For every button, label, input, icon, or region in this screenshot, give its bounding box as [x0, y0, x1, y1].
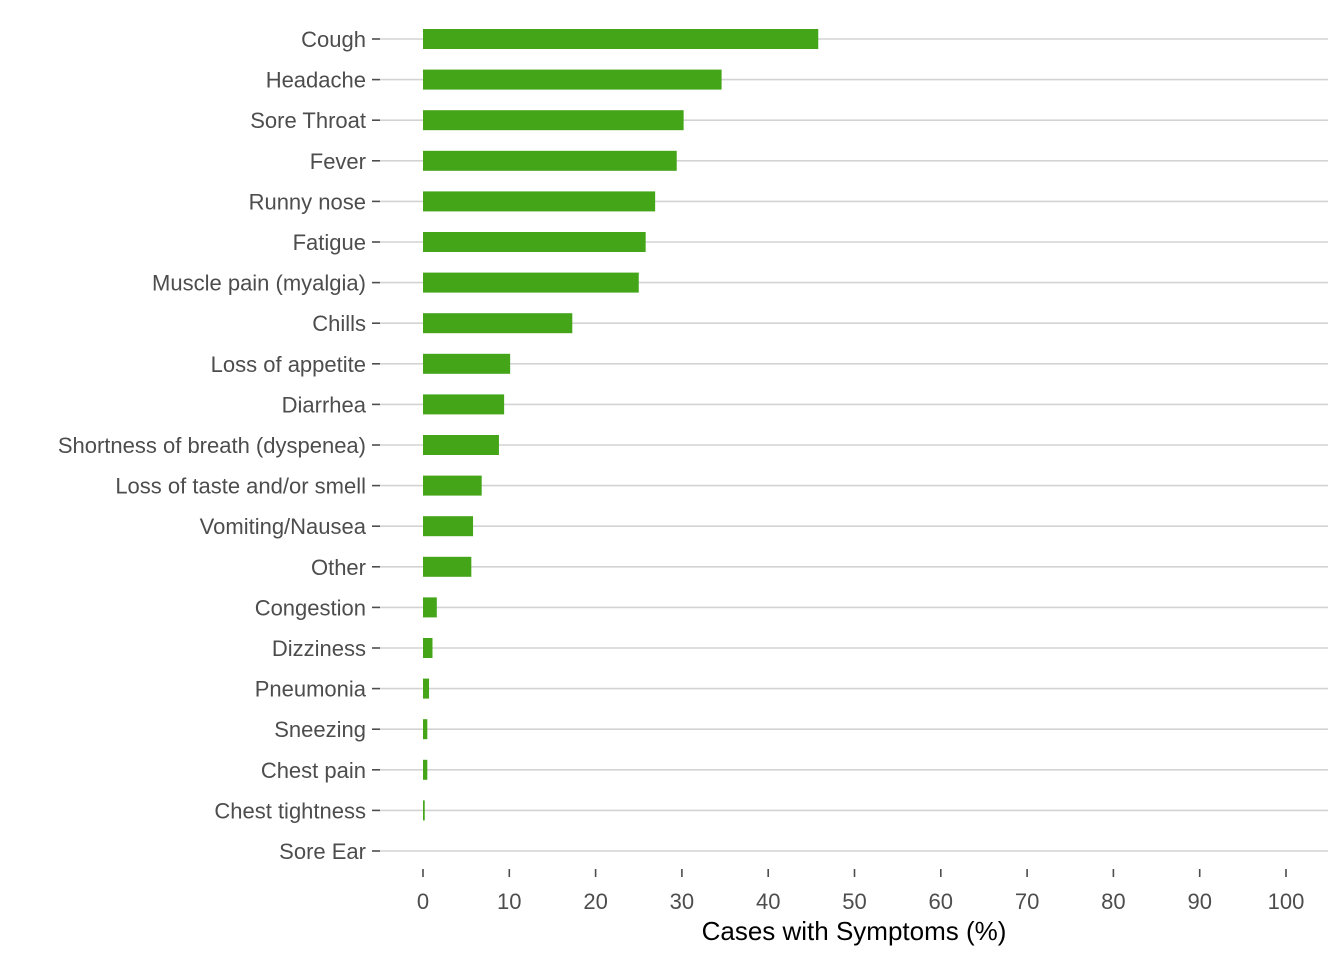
- category-labels: Cough Headache Sore Throat Fever Runny nose F…: [58, 27, 380, 864]
- category-label-cough: Cough: [301, 27, 366, 52]
- category-label-diarrhea: Diarrhea: [282, 392, 367, 417]
- bar-shortness-of-breath-dyspenea: [423, 435, 499, 455]
- category-label-vomiting-nausea: Vomiting/Nausea: [200, 514, 367, 539]
- bar-dizziness: [423, 638, 433, 658]
- bar-fatigue: [423, 232, 646, 252]
- x-tick-label-10: 10: [497, 889, 521, 914]
- bar-runny-nose: [423, 191, 656, 212]
- bar-chills: [423, 313, 573, 334]
- category-label-runny-nose: Runny nose: [249, 189, 366, 214]
- x-tick-label-40: 40: [756, 889, 780, 914]
- category-label-sore-ear: Sore Ear: [279, 839, 366, 864]
- category-label-fatigue: Fatigue: [293, 230, 366, 255]
- bar-cough: [423, 29, 819, 49]
- bar-diarrhea: [423, 394, 505, 415]
- bar-sore-throat: [423, 110, 684, 131]
- x-tick-label-50: 50: [842, 889, 866, 914]
- x-tick-label-20: 20: [583, 889, 607, 914]
- bar-sneezing: [423, 719, 428, 740]
- category-label-loss-of-appetite: Loss of appetite: [211, 352, 366, 377]
- bars: [423, 29, 819, 821]
- x-axis-ticks: 0 10 20 30 40 50 60 70 80 90 100: [417, 869, 1304, 914]
- bar-fever: [423, 150, 677, 171]
- category-label-chills: Chills: [312, 311, 366, 336]
- category-label-other: Other: [311, 555, 366, 580]
- category-label-shortness-of-breath-dyspenea: Shortness of breath (dyspenea): [58, 433, 366, 458]
- bar-congestion: [423, 597, 437, 618]
- category-label-headache: Headache: [266, 68, 366, 93]
- x-tick-label-60: 60: [929, 889, 953, 914]
- bar-pneumonia: [423, 678, 430, 699]
- x-tick-label-90: 90: [1187, 889, 1211, 914]
- bar-chest-tightness: [423, 800, 425, 821]
- x-tick-label-80: 80: [1101, 889, 1125, 914]
- bar-chest-pain: [423, 759, 428, 780]
- category-label-chest-tightness: Chest tightness: [214, 798, 366, 823]
- x-tick-label-70: 70: [1015, 889, 1039, 914]
- category-label-pneumonia: Pneumonia: [255, 677, 367, 702]
- x-tick-label-100: 100: [1268, 889, 1305, 914]
- bar-loss-of-appetite: [423, 353, 511, 374]
- x-axis-title: Cases with Symptoms (%): [702, 916, 1007, 946]
- x-tick-label-0: 0: [417, 889, 429, 914]
- x-tick-label-30: 30: [670, 889, 694, 914]
- category-label-congestion: Congestion: [255, 595, 366, 620]
- bar-muscle-pain-myalgia: [423, 272, 639, 293]
- bar-headache: [423, 69, 722, 90]
- category-label-sneezing: Sneezing: [274, 717, 366, 742]
- category-label-sore-throat: Sore Throat: [250, 108, 366, 133]
- category-label-fever: Fever: [310, 149, 366, 174]
- bar-vomiting-nausea: [423, 516, 474, 537]
- category-label-dizziness: Dizziness: [272, 636, 366, 661]
- category-label-loss-of-taste-and-or-smell: Loss of taste and/or smell: [115, 474, 366, 499]
- bar-other: [423, 556, 472, 577]
- category-label-muscle-pain-myalgia: Muscle pain (myalgia): [152, 271, 366, 296]
- bar-loss-of-taste-and-or-smell: [423, 475, 482, 496]
- category-label-chest-pain: Chest pain: [261, 758, 366, 783]
